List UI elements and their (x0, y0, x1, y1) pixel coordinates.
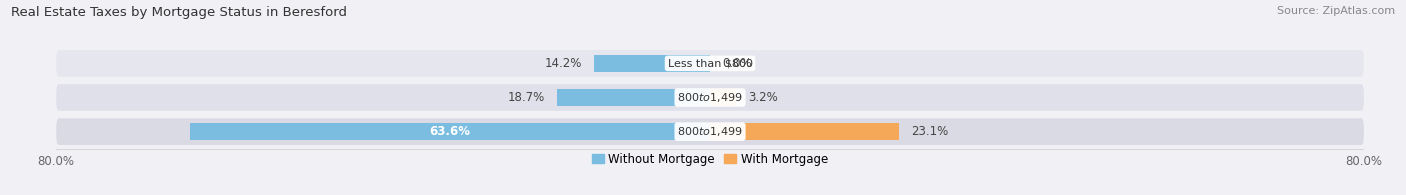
Bar (710, 123, 898, 140)
Text: $800 to $1,499: $800 to $1,499 (678, 91, 742, 104)
Bar (710, 89, 737, 106)
Text: 3.2%: 3.2% (748, 91, 778, 104)
FancyBboxPatch shape (56, 118, 1364, 145)
Bar (190, 123, 710, 140)
Text: 18.7%: 18.7% (508, 91, 546, 104)
Text: Real Estate Taxes by Mortgage Status in Beresford: Real Estate Taxes by Mortgage Status in … (11, 6, 347, 19)
Text: 63.6%: 63.6% (430, 125, 471, 138)
Legend: Without Mortgage, With Mortgage: Without Mortgage, With Mortgage (592, 153, 828, 166)
Text: 23.1%: 23.1% (911, 125, 948, 138)
Text: $800 to $1,499: $800 to $1,499 (678, 125, 742, 138)
FancyBboxPatch shape (56, 50, 1364, 77)
Text: Less than $800: Less than $800 (668, 58, 752, 68)
FancyBboxPatch shape (56, 84, 1364, 111)
Text: Source: ZipAtlas.com: Source: ZipAtlas.com (1277, 6, 1395, 16)
Bar (593, 54, 710, 72)
Text: 0.0%: 0.0% (723, 57, 752, 70)
Bar (557, 89, 710, 106)
Text: 14.2%: 14.2% (544, 57, 582, 70)
